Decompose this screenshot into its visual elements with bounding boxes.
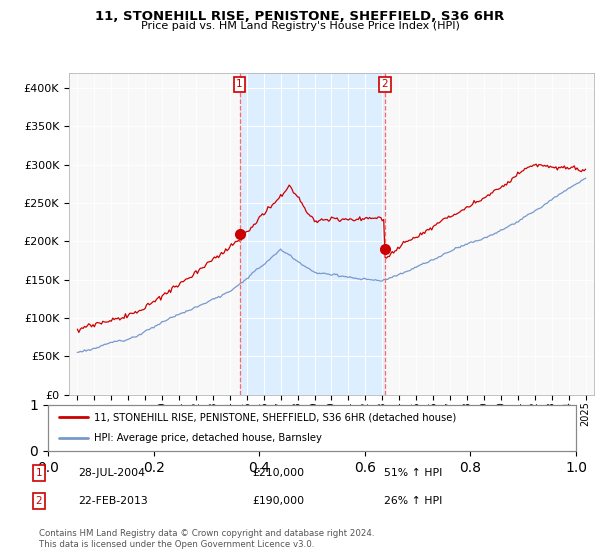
Text: £190,000: £190,000 xyxy=(252,496,304,506)
Text: 22-FEB-2013: 22-FEB-2013 xyxy=(78,496,148,506)
Text: 11, STONEHILL RISE, PENISTONE, SHEFFIELD, S36 6HR (detached house): 11, STONEHILL RISE, PENISTONE, SHEFFIELD… xyxy=(94,412,457,422)
Text: 26% ↑ HPI: 26% ↑ HPI xyxy=(384,496,442,506)
Bar xyxy=(239,73,385,395)
Text: 2: 2 xyxy=(35,496,43,506)
Text: 1: 1 xyxy=(35,468,43,478)
Text: 11, STONEHILL RISE, PENISTONE, SHEFFIELD, S36 6HR: 11, STONEHILL RISE, PENISTONE, SHEFFIELD… xyxy=(95,10,505,23)
Text: Contains HM Land Registry data © Crown copyright and database right 2024.
This d: Contains HM Land Registry data © Crown c… xyxy=(39,529,374,549)
Text: Price paid vs. HM Land Registry's House Price Index (HPI): Price paid vs. HM Land Registry's House … xyxy=(140,21,460,31)
Text: 1: 1 xyxy=(236,80,243,89)
Text: £210,000: £210,000 xyxy=(252,468,304,478)
Text: HPI: Average price, detached house, Barnsley: HPI: Average price, detached house, Barn… xyxy=(94,433,322,444)
Text: 28-JUL-2004: 28-JUL-2004 xyxy=(78,468,145,478)
Text: 51% ↑ HPI: 51% ↑ HPI xyxy=(384,468,442,478)
Text: 2: 2 xyxy=(382,80,388,89)
